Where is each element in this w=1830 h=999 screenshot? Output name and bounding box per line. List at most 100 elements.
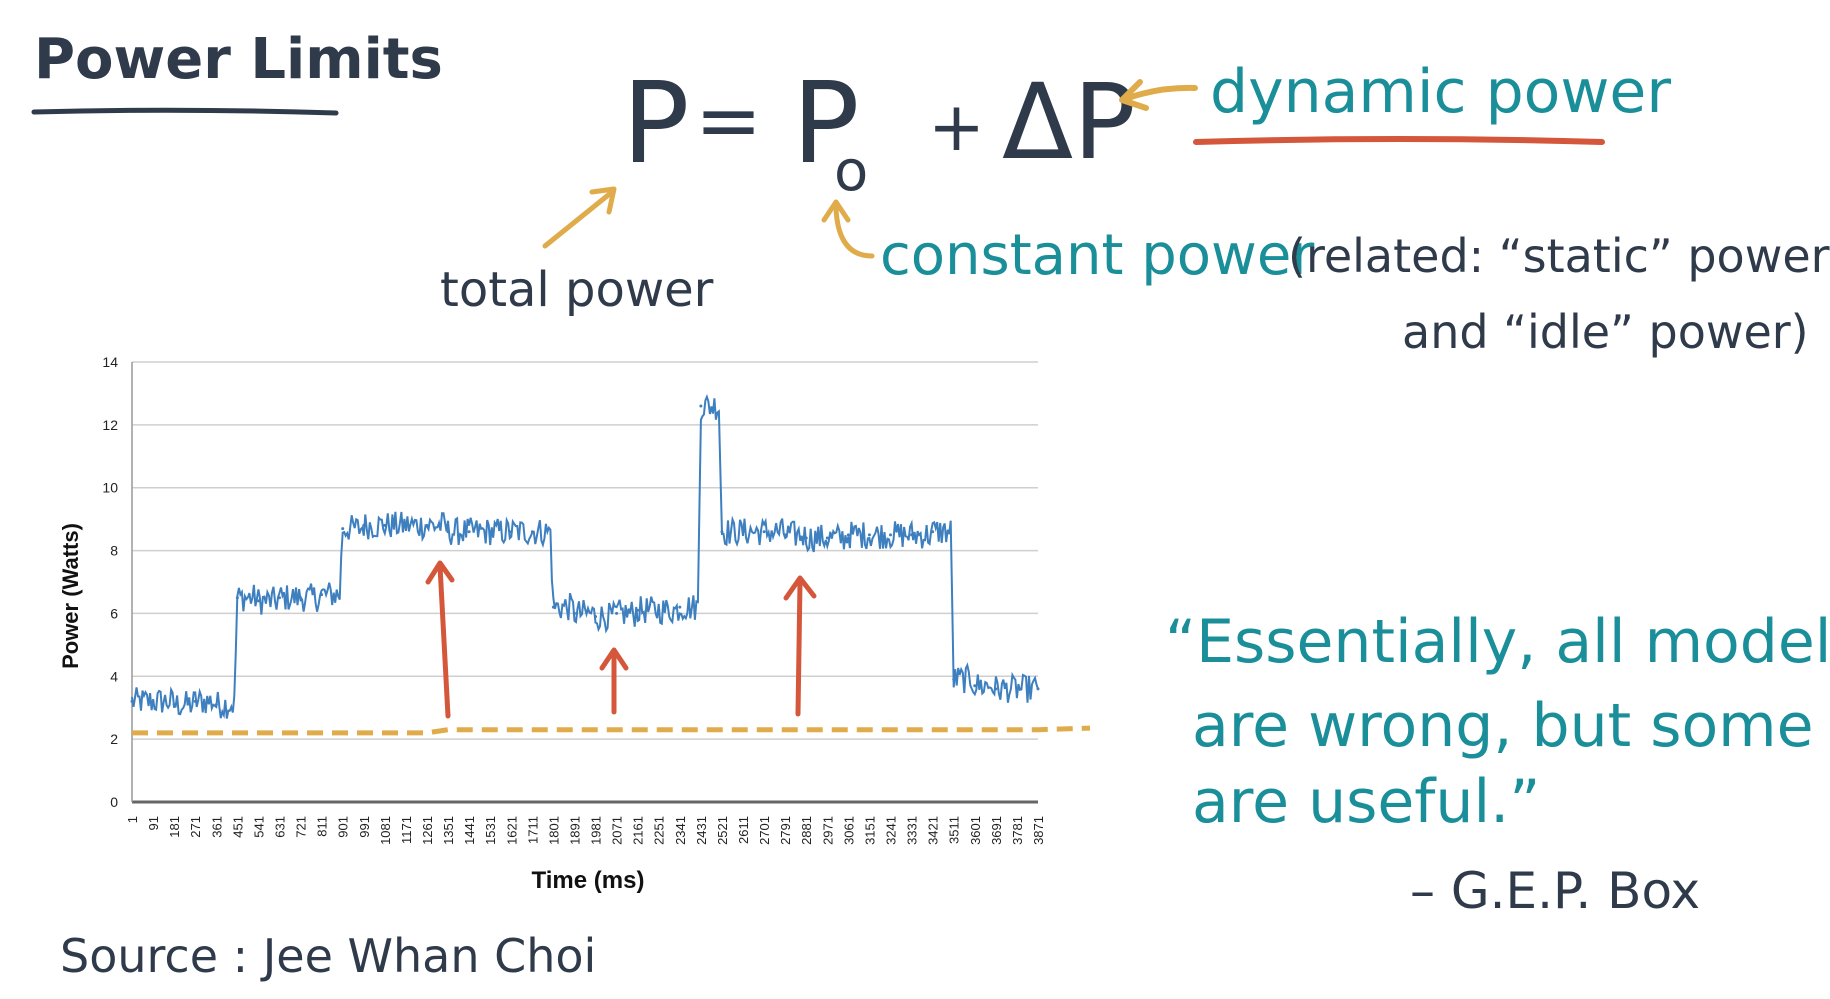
x-tick-label: 3871 [1031,816,1046,845]
x-tick-label: 91 [146,816,161,830]
constant-power-arrow [833,205,875,259]
x-tick-label: 2971 [820,816,835,845]
power-series-line [131,394,1039,719]
x-tick-label: 2611 [736,816,751,844]
x-tick-label: 2161 [631,816,646,845]
slide-title: Power Limits [34,27,443,92]
series-point [889,533,893,537]
x-tick-label: 3511 [947,816,962,844]
x-tick-label: 2701 [757,816,772,845]
x-tick-label: 3421 [926,816,941,845]
x-tick-label: 2791 [778,816,793,845]
x-tick-label: 1621 [504,816,519,845]
dynamic-power-underline [1193,136,1605,145]
x-tick-label: 631 [272,816,287,838]
series-point [867,533,871,537]
series-point [446,530,450,534]
series-point [657,608,661,612]
x-tick-label: 1171 [399,816,414,844]
series-point [425,523,429,527]
x-tick-label: 721 [294,816,309,838]
total-power-arrowhead [589,186,617,215]
x-tick-label: 2341 [673,816,688,845]
x-tick-label: 1081 [378,816,393,845]
x-tick-label: 3781 [1010,816,1025,845]
series-point [973,684,977,688]
y-tick-labels: 0 2 4 6 8 10 12 14 [102,354,118,810]
series-point [678,605,682,609]
y-tick-label: 2 [110,731,118,747]
series-point [383,523,387,527]
series-point [277,596,281,600]
series-point [214,703,218,707]
series-point [720,530,724,534]
series-point [615,611,619,615]
series-point [551,605,555,609]
quote-line-3: are useful.” [1192,767,1540,837]
equation-equals: = [695,74,762,167]
x-axis-label: Time (ms) [532,867,645,894]
series-point [404,523,408,527]
x-tick-label: 3601 [968,816,983,845]
equation-p0-sub: o [834,139,868,204]
series-point [741,530,745,534]
series-point [172,703,176,707]
equation-plus: + [928,88,985,167]
power-chart: 0 2 4 6 8 10 12 14 1 91 181 271 361 451 541 631 721 811 9… [58,354,1091,894]
equation-p0-base: P [792,59,860,189]
series-point [1036,687,1040,691]
x-tick-label: 3331 [905,816,920,845]
dynamic-power-arrowhead [1119,79,1149,111]
dynamic-power-arrows [425,560,817,719]
x-tick-label: 2071 [610,816,625,845]
x-tick-label: 1531 [483,816,498,845]
series-point [256,599,260,603]
y-tick-label: 14 [102,354,118,370]
series-point [762,530,766,534]
y-tick-label: 4 [110,668,118,684]
x-tick-label: 3241 [884,816,899,845]
constant-power-arrowhead [821,199,851,223]
source-credit: Source : Jee Whan Choi [60,929,596,983]
series-point [910,533,914,537]
x-tick-label: 2431 [694,816,709,845]
dynamic-power-label: dynamic power [1210,57,1671,127]
x-tick-label: 541 [251,816,266,838]
x-tick-label: 1981 [589,816,604,845]
total-power-arrow [542,189,615,249]
series-point [235,596,239,600]
y-tick-label: 6 [110,605,118,621]
x-tick-label: 181 [167,816,182,838]
x-tick-label: 3691 [989,816,1004,845]
series-point [151,699,155,703]
series-point [341,527,345,531]
dynamic-power-arrow [1125,84,1198,101]
series-point [572,611,576,615]
series-point [804,536,808,540]
title-underline [31,107,339,116]
series-point [299,596,303,600]
constant-power-dashed-line [132,725,1091,736]
dynamic-arrow-2 [599,647,629,715]
x-tick-label: 1351 [441,816,456,845]
x-tick-label: 2521 [715,816,730,845]
x-tick-label: 901 [336,816,351,838]
x-tick-label: 2251 [652,816,667,845]
y-tick-label: 0 [110,794,118,810]
series-point [783,533,787,537]
total-power-label: total power [440,262,714,318]
series-point [467,530,471,534]
series-point [846,533,850,537]
y-tick-label: 10 [102,480,118,496]
x-tick-label: 1711 [525,816,540,844]
x-tick-label: 811 [315,816,330,837]
x-tick-label: 451 [230,816,245,838]
related-static-power-text: (related: “static” power [1288,229,1830,283]
chart-gridlines [131,361,1038,804]
y-axis-label: Power (Watts) [58,523,83,669]
series-point [530,530,534,534]
x-tick-label: 1441 [462,816,477,845]
series-point [320,593,324,597]
series-point [594,615,598,619]
